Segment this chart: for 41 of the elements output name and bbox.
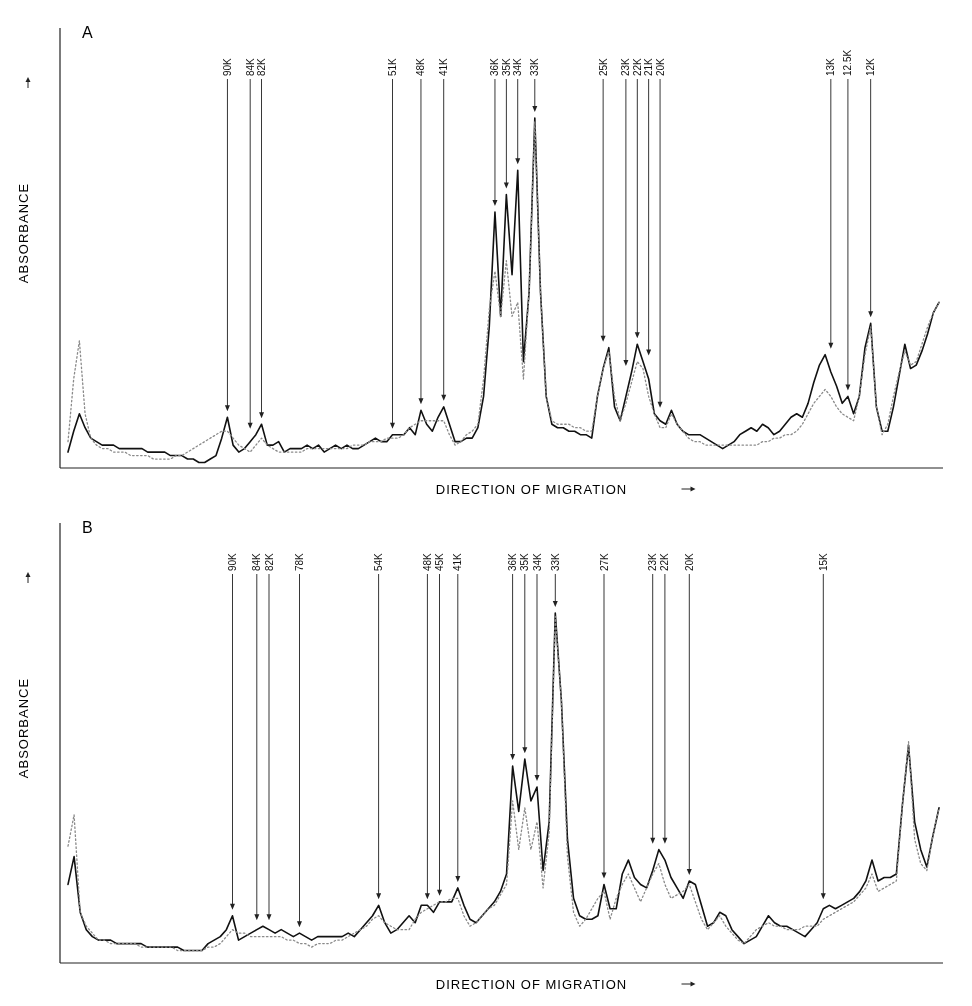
x-tick-label: 12K [865,57,877,76]
chart-title: A [82,24,93,41]
x-tick-label: 34K [531,552,543,571]
x-tick-label: 35K [500,57,512,76]
x-tick-label: 36K [507,552,519,571]
x-tick-label: 34K [512,57,524,76]
x-tick-label: 20K [654,57,666,76]
x-tick-label: 45K [434,552,446,571]
x-tick-label: 48K [421,552,433,571]
x-tick-label: 41K [452,552,464,571]
x-tick-label: 54K [373,552,385,571]
x-tick-label: 27K [598,552,610,571]
chart-title: B [82,519,93,536]
x-tick-label: 51K [386,57,398,76]
x-tick-label: 23K [620,57,632,76]
x-tick-label: 13K [825,57,837,76]
x-tick-label: 82K [263,552,275,571]
x-axis-title: DIRECTION OF MIGRATION [435,977,628,992]
x-tick-label: 82K [256,57,268,76]
x-tick-label: 78K [293,552,305,571]
x-tick-label: 21K [643,57,655,76]
x-tick-label: 36K [489,57,501,76]
x-tick-label: 41K [438,57,450,76]
x-tick-label: 25K [597,57,609,76]
x-tick-label: 33K [549,552,561,571]
x-axis-title: DIRECTION OF MIGRATION [435,482,628,497]
x-tick-label: 84K [251,552,263,571]
x-tick-label: 22K [659,552,671,571]
x-tick-label: 90K [226,552,238,571]
x-tick-label: 12.5K [842,49,854,76]
x-tick-label: 20K [683,552,695,571]
x-tick-label: 48K [415,57,427,76]
x-tick-label: 33K [529,57,541,76]
x-tick-label: 23K [647,552,659,571]
x-tick-label: 15K [817,552,829,571]
x-tick-label: 84K [244,57,256,76]
y-axis-title: ABSORBANCE [16,182,31,284]
x-tick-label: 22K [631,57,643,76]
x-tick-label: 90K [221,57,233,76]
x-tick-label: 35K [519,552,531,571]
y-axis-title: ABSORBANCE [16,677,31,779]
